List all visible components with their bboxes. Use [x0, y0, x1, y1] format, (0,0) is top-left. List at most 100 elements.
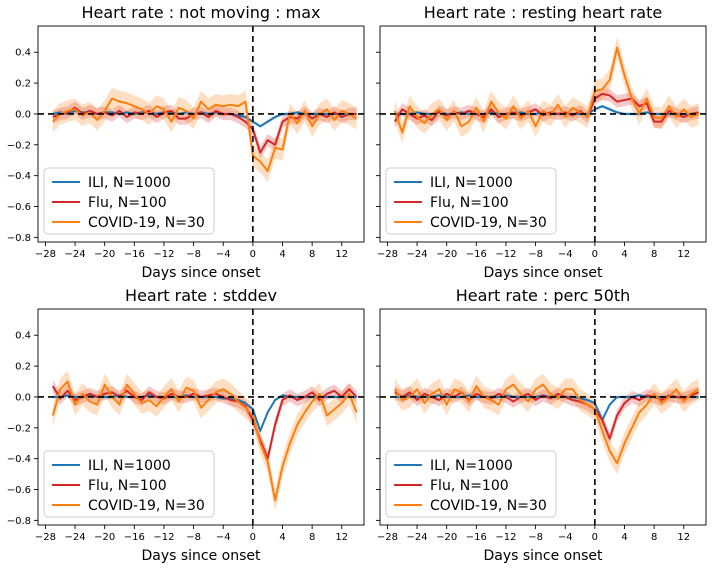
subplot-resting-heart-rate: Heart rate : resting heart rate −28 −24 −20…: [376, 3, 707, 281]
legend: ILI, N=1000 Flu, N=100 COVID-19, N=30: [385, 450, 557, 518]
legend-entry: ILI, N=1000: [88, 175, 171, 191]
x-tick-label: 4: [279, 249, 285, 260]
axes-frame: [37, 308, 365, 526]
legend-entry: Flu, N=100: [88, 195, 167, 211]
x-tick-label: −28: [35, 249, 56, 260]
x-tick-label: −8: [528, 532, 543, 543]
series-line-flu: [51, 385, 358, 460]
x-tick-label: −16: [466, 249, 487, 260]
x-tick-label: −16: [124, 532, 145, 543]
legend: ILI, N=1000 Flu, N=100 COVID-19, N=30: [43, 450, 215, 518]
series-line-covid: [393, 46, 699, 134]
x-tick-label: 0: [250, 249, 256, 260]
legend-entry: ILI, N=1000: [88, 458, 171, 474]
y-tick-label: −0.2: [7, 423, 31, 434]
legend-box: [43, 167, 215, 235]
subplot-title: Heart rate : stddev: [125, 286, 277, 305]
x-tick-label: 8: [309, 249, 315, 260]
x-tick-label: −20: [94, 249, 115, 260]
axes-frame: [37, 25, 365, 243]
legend-entry: ILI, N=1000: [430, 458, 513, 474]
y-tick-label: 0.4: [15, 331, 31, 342]
confidence-band-flu: [394, 87, 699, 128]
axes-frame: [379, 25, 707, 243]
legend-entry: Flu, N=100: [430, 195, 509, 211]
x-tick-label: 0: [592, 532, 598, 543]
confidence-band-covid: [52, 87, 357, 182]
x-tick-label: 12: [335, 249, 348, 260]
x-tick-label: −28: [35, 532, 56, 543]
x-tick-label: −12: [153, 249, 174, 260]
x-axis-label: Days since onset: [141, 265, 261, 281]
subplot-title: Heart rate : resting heart rate: [424, 3, 662, 22]
legend: ILI, N=1000 Flu, N=100 COVID-19, N=30: [385, 167, 557, 235]
y-tick-label: 0.4: [15, 48, 31, 59]
x-tick-label: 4: [621, 532, 627, 543]
legend-entry: Flu, N=100: [88, 478, 167, 494]
x-tick-label: −24: [64, 249, 85, 260]
legend-entry: COVID-19, N=30: [88, 215, 205, 231]
x-tick-label: −24: [406, 249, 427, 260]
series-line-covid: [51, 380, 358, 502]
x-tick-label: −8: [186, 249, 201, 260]
x-tick-label: −4: [558, 532, 573, 543]
legend-entry: COVID-19, N=30: [430, 215, 547, 231]
x-axis-label: Days since onset: [483, 548, 603, 564]
x-axis-label: Days since onset: [141, 548, 261, 564]
x-tick-label: −24: [64, 532, 85, 543]
y-tick-label: 0.2: [15, 362, 31, 373]
y-tick-label: −0.8: [7, 516, 31, 527]
series-line-covid: [393, 383, 700, 465]
y-tick-label: −0.6: [7, 202, 31, 213]
confidence-band-flu: [394, 386, 699, 445]
axes-frame: [379, 308, 707, 526]
subplot-perc-50th: Heart rate : perc 50th −28 −24 −20 −16 −12 −8 −…: [376, 286, 707, 564]
x-tick-label: −20: [436, 532, 457, 543]
legend-box: [43, 450, 215, 518]
x-tick-label: 4: [279, 532, 285, 543]
legend-entry: ILI, N=1000: [430, 175, 513, 191]
x-tick-label: −8: [528, 249, 543, 260]
x-tick-label: −28: [377, 532, 398, 543]
legend-entry: COVID-19, N=30: [88, 498, 205, 514]
subplot-title: Heart rate : perc 50th: [456, 286, 631, 305]
x-tick-label: 8: [651, 249, 657, 260]
y-tick-label: 0.0: [15, 109, 31, 120]
x-tick-label: 12: [335, 532, 348, 543]
x-tick-label: 12: [677, 249, 690, 260]
y-tick-label: −0.2: [7, 140, 31, 151]
x-tick-label: 8: [309, 532, 315, 543]
x-tick-label: −4: [216, 249, 231, 260]
series-line-flu: [394, 391, 699, 440]
y-tick-label: −0.8: [7, 233, 31, 244]
x-tick-label: −12: [495, 249, 516, 260]
subplot-stddev: Heart rate : stddev −28 −24 −20 −16 −12 −8 −4 0 4…: [7, 286, 365, 564]
x-tick-label: −16: [124, 249, 145, 260]
series-line-covid: [52, 97, 358, 173]
x-tick-label: 0: [592, 249, 598, 260]
x-axis-label: Days since onset: [483, 265, 603, 281]
x-tick-label: −20: [94, 532, 115, 543]
y-tick-label: 0.0: [15, 392, 31, 403]
y-tick-label: −0.4: [7, 454, 31, 465]
confidence-band-flu: [52, 379, 357, 465]
confidence-band-covid: [394, 36, 699, 144]
x-tick-label: −4: [216, 532, 231, 543]
y-tick-label: 0.2: [15, 79, 31, 90]
y-tick-label: −0.4: [7, 171, 31, 182]
x-tick-label: 4: [621, 249, 627, 260]
x-tick-label: −28: [377, 249, 398, 260]
legend-box: [385, 167, 557, 235]
legend-entry: COVID-19, N=30: [430, 498, 547, 514]
x-tick-label: −12: [495, 532, 516, 543]
subplot-title: Heart rate : not moving : max: [82, 3, 321, 22]
x-tick-label: −4: [558, 249, 573, 260]
x-tick-label: −20: [436, 249, 457, 260]
legend: ILI, N=1000 Flu, N=100 COVID-19, N=30: [43, 167, 215, 235]
x-tick-label: −24: [406, 532, 427, 543]
y-tick-label: −0.6: [7, 485, 31, 496]
subplot-not-moving-max: Heart rate : not moving : max −28 −24 −20 −1…: [7, 3, 365, 281]
x-tick-label: 12: [677, 532, 690, 543]
x-tick-label: −16: [466, 532, 487, 543]
